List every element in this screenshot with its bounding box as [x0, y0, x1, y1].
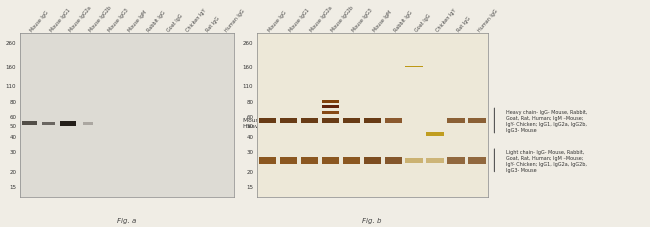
Bar [322, 101, 339, 104]
Text: 260: 260 [6, 40, 16, 45]
Bar [426, 132, 444, 137]
Bar [322, 157, 339, 164]
Text: 20: 20 [246, 169, 254, 174]
Bar [406, 67, 423, 68]
Bar [42, 122, 55, 126]
Bar [447, 157, 465, 164]
Text: 50: 50 [9, 123, 16, 128]
Text: 50: 50 [246, 123, 254, 128]
Bar [280, 119, 297, 123]
Bar [385, 119, 402, 123]
Bar [343, 157, 359, 164]
Text: Rat IgG: Rat IgG [205, 15, 220, 32]
Text: 30: 30 [9, 149, 16, 154]
Text: Mouse IgG2a: Mouse IgG2a [309, 5, 333, 32]
Bar [385, 157, 402, 164]
Text: Goat IgG: Goat IgG [166, 13, 183, 32]
Bar [300, 119, 318, 123]
Text: Mouse IgM: Mouse IgM [372, 9, 393, 32]
Bar [322, 112, 339, 115]
Text: Fig. a: Fig. a [117, 217, 136, 223]
Bar [363, 119, 381, 123]
Text: 110: 110 [6, 84, 16, 89]
Bar [426, 158, 444, 163]
Bar [447, 119, 465, 123]
Text: Human IgG: Human IgG [477, 8, 499, 32]
Text: 20: 20 [9, 169, 16, 174]
Text: Mouse IgG: Mouse IgG [267, 10, 287, 32]
Bar [469, 119, 486, 123]
Text: 160: 160 [6, 65, 16, 70]
Bar [363, 157, 381, 164]
Text: 15: 15 [9, 184, 16, 189]
Text: 80: 80 [9, 100, 16, 105]
Bar [343, 119, 359, 123]
Text: Rabbit IgG: Rabbit IgG [393, 10, 413, 32]
Text: Mouse IgG2a: Mouse IgG2a [68, 5, 92, 32]
Text: Mouse IgG3: Mouse IgG3 [107, 7, 129, 32]
Text: Mouse IgG3: Mouse IgG3 [351, 7, 374, 32]
Bar [60, 121, 76, 126]
Text: 15: 15 [246, 184, 254, 189]
Bar [280, 157, 297, 164]
Text: Chicken IgY: Chicken IgY [185, 7, 207, 32]
Text: Mouse IgG1: Mouse IgG1 [288, 7, 311, 32]
Text: Mouse IgG2a
Heavy chain: Mouse IgG2a Heavy chain [242, 117, 281, 128]
Bar [300, 157, 318, 164]
Text: Goat IgG: Goat IgG [414, 13, 432, 32]
Text: 110: 110 [243, 84, 254, 89]
Text: Mouse IgG1: Mouse IgG1 [49, 7, 71, 32]
Bar [322, 119, 339, 123]
Text: 160: 160 [243, 65, 254, 70]
Text: Mouse IgM: Mouse IgM [127, 9, 148, 32]
Bar [322, 106, 339, 109]
Text: 80: 80 [246, 100, 254, 105]
Text: 60: 60 [246, 114, 254, 119]
Text: Mouse IgG2b: Mouse IgG2b [88, 5, 112, 32]
Text: Fig. b: Fig. b [363, 217, 382, 223]
Text: Heavy chain- IgG- Mouse, Rabbit,
Goat, Rat, Human; IgM –Mouse;
IgY- Chicken; IgG: Heavy chain- IgG- Mouse, Rabbit, Goat, R… [506, 110, 588, 132]
Bar [469, 157, 486, 164]
Text: 60: 60 [9, 114, 16, 119]
Text: 260: 260 [243, 40, 254, 45]
Text: Light chain- IgG- Mouse, Rabbit,
Goat, Rat, Human; IgM –Mouse;
IgY- Chicken; IgG: Light chain- IgG- Mouse, Rabbit, Goat, R… [506, 149, 587, 172]
Bar [22, 122, 36, 126]
Text: Mouse IgG2b: Mouse IgG2b [330, 5, 354, 32]
Text: 40: 40 [246, 134, 254, 139]
Text: Rabbit IgG: Rabbit IgG [146, 10, 166, 32]
Text: Rat IgG: Rat IgG [456, 15, 471, 32]
Bar [259, 157, 276, 164]
Text: Chicken IgY: Chicken IgY [435, 7, 457, 32]
Bar [83, 123, 92, 125]
Text: 30: 30 [246, 149, 254, 154]
Text: 40: 40 [9, 134, 16, 139]
Text: Mouse IgG: Mouse IgG [29, 10, 49, 32]
Text: Human IgG: Human IgG [224, 8, 246, 32]
Bar [259, 119, 276, 123]
Bar [406, 158, 423, 163]
